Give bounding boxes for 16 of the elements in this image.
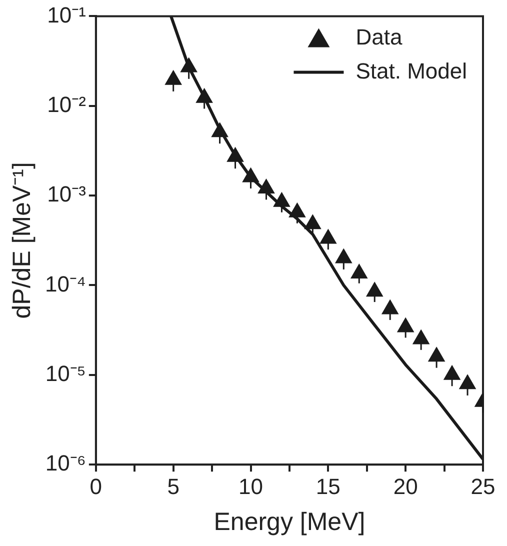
x-tick-label: 0 (90, 474, 102, 499)
x-tick-label: 5 (167, 474, 180, 499)
y-tick-label: 10⁻³ (47, 182, 86, 207)
x-tick-label: 15 (316, 474, 340, 499)
x-tick-label: 25 (470, 474, 496, 499)
y-tick-label: 10⁻⁵ (45, 360, 86, 386)
y-tick-label: 10⁻⁶ (45, 450, 86, 476)
y-tick-label: 10⁻² (47, 92, 86, 117)
legend-label: Stat. Model (356, 58, 468, 84)
y-tick-label: 10⁻⁴ (44, 271, 86, 296)
y-axis-title: dP/dE [MeV⁻¹] (8, 162, 36, 319)
x-axis-title: Energy [MeV] (214, 508, 366, 536)
y-tick-label: 10⁻¹ (47, 2, 86, 28)
legend-label: Data (356, 24, 403, 50)
x-tick-label: 20 (393, 474, 418, 499)
x-tick-label: 10 (238, 474, 263, 499)
